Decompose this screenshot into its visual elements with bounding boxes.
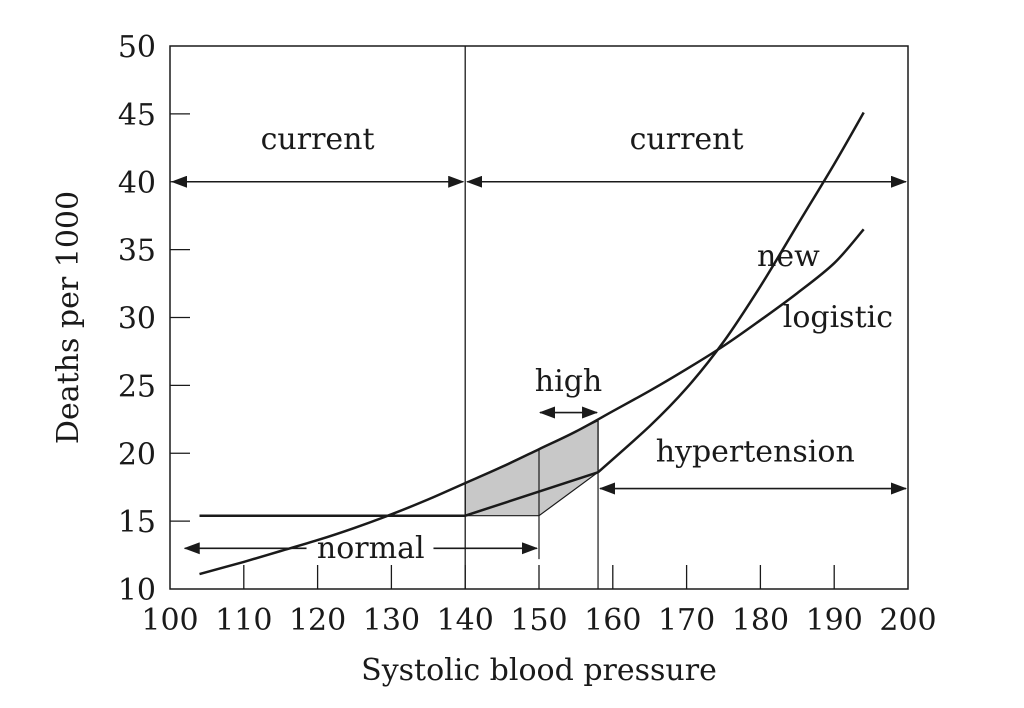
series-logistic <box>199 228 865 576</box>
shaded-region <box>464 419 599 517</box>
y-tick-label: 45 <box>118 98 156 133</box>
new-curve-label: new <box>757 239 820 274</box>
hypertension-label: hypertension <box>656 434 855 469</box>
x-axis-title: Systolic blood pressure <box>361 653 717 688</box>
x-axis-ticks: 100 110 120 130 140 150 160 170 180 190 200 <box>141 565 937 638</box>
y-axis-title: Deaths per 1000 <box>51 191 86 444</box>
x-tick-label: 100 <box>141 603 198 638</box>
x-tick-label: 140 <box>437 603 494 638</box>
high-label: high <box>535 364 602 399</box>
x-tick-label: 170 <box>658 603 715 638</box>
current-right-label: current <box>630 122 744 157</box>
x-tick-label: 150 <box>510 603 567 638</box>
current-left-label: current <box>261 122 375 157</box>
x-tick-label: 130 <box>363 603 420 638</box>
y-tick-label: 25 <box>118 369 156 404</box>
x-tick-label: 120 <box>289 603 346 638</box>
y-tick-label: 20 <box>118 437 156 472</box>
series-new-curve <box>597 111 865 474</box>
y-tick-label: 10 <box>118 573 156 608</box>
x-tick-label: 190 <box>806 603 863 638</box>
y-tick-label: 30 <box>118 302 156 337</box>
series-new-flat <box>199 471 599 517</box>
logistic-curve-label: logistic <box>783 300 893 335</box>
normal-label: normal <box>317 531 425 566</box>
x-tick-label: 180 <box>732 603 789 638</box>
x-tick-label: 160 <box>584 603 641 638</box>
y-tick-label: 50 <box>118 30 156 65</box>
y-axis-ticks: 10 15 20 25 30 35 40 45 50 <box>118 30 190 608</box>
y-tick-label: 40 <box>118 166 156 201</box>
x-tick-label: 200 <box>879 603 936 638</box>
y-tick-label: 15 <box>118 505 156 540</box>
y-tick-label: 35 <box>118 234 156 269</box>
x-tick-label: 110 <box>215 603 272 638</box>
